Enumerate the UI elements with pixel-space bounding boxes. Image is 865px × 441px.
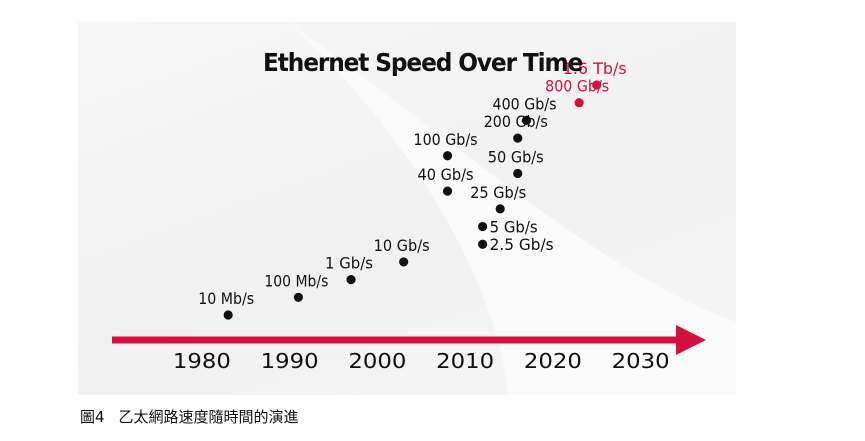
chart-figure: 1980 1990 2000 2010 2020 2030 10 Mb/s 100 Mb/s… <box>78 22 736 395</box>
timeline-arrow-head <box>676 325 706 355</box>
data-label: 10 Mb/s <box>198 289 254 308</box>
x-tick-label: 2020 <box>524 349 582 373</box>
data-point <box>495 204 505 214</box>
data-label: 25 Gb/s <box>470 183 526 202</box>
data-point <box>442 151 453 161</box>
data-point <box>293 292 303 302</box>
data-label: 2.5 Gb/s <box>490 235 554 254</box>
data-point <box>223 310 233 320</box>
data-point <box>442 186 453 196</box>
data-label: 5 Gb/s <box>490 218 538 237</box>
x-tick-label: 1980 <box>173 349 231 373</box>
data-label: 10 Gb/s <box>374 236 430 255</box>
data-label: 200 Gb/s <box>484 112 548 131</box>
chart-title: Ethernet Speed Over Time <box>263 48 583 77</box>
caption-text: 乙太網路速度隨時間的演進 <box>118 408 299 426</box>
data-point <box>346 275 356 285</box>
x-axis-tick-labels: 1980 1990 2000 2010 2020 2030 <box>173 349 670 373</box>
data-point <box>521 115 532 125</box>
data-points <box>223 80 602 320</box>
x-tick-label: 2010 <box>436 349 494 373</box>
data-point <box>478 239 488 249</box>
x-tick-label: 1990 <box>261 349 319 373</box>
data-label: 400 Gb/s <box>493 94 557 113</box>
data-label: 100 Mb/s <box>264 271 328 290</box>
figure-number: 圖4 <box>80 408 105 426</box>
data-point <box>399 257 409 267</box>
x-tick-label: 2000 <box>348 349 406 373</box>
data-label: 50 Gb/s <box>488 147 544 166</box>
data-point <box>592 80 602 90</box>
timeline-arrow <box>112 325 706 355</box>
data-label: 1 Gb/s <box>325 254 373 273</box>
data-point <box>478 221 488 232</box>
figure-caption: 圖4 乙太網路速度隨時間的演進 <box>80 406 299 427</box>
data-labels: 10 Mb/s 100 Mb/s1 Gb/s10 Gb/s 2.5 Gb/s5 Gb… <box>198 59 627 308</box>
x-tick-label: 2030 <box>612 349 670 373</box>
data-point <box>513 168 523 179</box>
data-point <box>574 98 584 108</box>
background-swoosh <box>288 22 736 395</box>
data-label: 800 Gb/s <box>545 77 609 96</box>
data-label: 40 Gb/s <box>418 165 474 184</box>
chart-canvas: 1980 1990 2000 2010 2020 2030 10 Mb/s 100 Mb/s… <box>112 22 736 395</box>
data-label: 1.6 Tb/s <box>563 59 627 78</box>
data-point <box>513 133 523 143</box>
data-label: 100 Gb/s <box>414 130 478 149</box>
